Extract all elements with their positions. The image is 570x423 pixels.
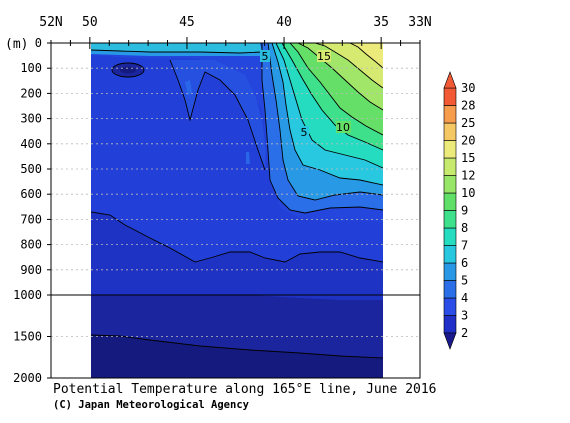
colorbar-swatch	[443, 245, 457, 264]
contour-cold-core	[111, 62, 145, 78]
colorbar-swatch	[443, 105, 457, 124]
colorbar-swatch	[443, 315, 457, 334]
patch-4-5-c	[246, 152, 250, 164]
y-tick-label: 400	[20, 137, 42, 151]
x-axis: 52N 50 45 40 35 33N	[39, 15, 432, 49]
y-tick-label: 2000	[13, 371, 42, 385]
band-surface-warm	[350, 43, 383, 68]
colorbar-label: 2	[461, 326, 468, 340]
surface-strip	[91, 43, 262, 53]
patch-4-5-a	[170, 60, 266, 170]
colorbar-label: 28	[461, 99, 475, 113]
temperature-field	[91, 43, 383, 378]
colorbar-swatch	[443, 210, 457, 229]
contour-label-5-top: 5	[262, 50, 269, 63]
x-tick-label: 52N	[39, 15, 62, 30]
y-tick-label: 300	[20, 112, 42, 126]
chart-credit: (C) Japan Meteorological Agency	[53, 399, 250, 411]
colorbar-swatch	[443, 140, 457, 159]
colorbar-label: 8	[461, 221, 468, 235]
y-tick-label: 600	[20, 187, 42, 201]
y-axis: 100 200 300 400 500 600 700 800 900 1000 1500 2000 0	[13, 36, 51, 385]
y-tick-label: 900	[20, 263, 42, 277]
colorbar-label: 3	[461, 309, 468, 323]
contour-surface	[349, 43, 383, 69]
contour-surface-strip	[91, 49, 263, 54]
colorbar-label: 4	[461, 291, 468, 305]
colorbar-swatch	[443, 175, 457, 194]
y-tick-label: 1000	[13, 288, 42, 302]
gridlines	[51, 67, 420, 337]
colorbar-swatch	[443, 122, 457, 141]
colorbar-swatch	[443, 262, 457, 281]
colorbar-swatch	[443, 227, 457, 246]
colorbar-label: 30	[461, 81, 475, 95]
contour-7	[271, 43, 383, 186]
colorbar-label: 7	[461, 239, 468, 253]
contour-5	[261, 43, 383, 214]
patch-4-5-b	[185, 80, 192, 96]
y-unit-label: (m)	[5, 37, 28, 52]
colorbar-label: 15	[461, 151, 475, 165]
colorbar-swatch	[443, 157, 457, 176]
colorbar-swatch	[443, 280, 457, 299]
contour-9	[281, 43, 383, 151]
colorbar-swatch	[443, 87, 457, 106]
contour-label-group: 5 15 5 10	[260, 50, 351, 139]
colorbar-label: 6	[461, 256, 468, 270]
contour-label-10: 10	[336, 121, 350, 134]
contour-lines	[91, 43, 383, 359]
y-tick-label: 0	[35, 36, 42, 50]
x-tick-label: 35	[373, 15, 389, 30]
contour-3	[91, 334, 383, 359]
x-tick-label: 40	[276, 15, 292, 30]
chart-title: Potential Temperature along 165°E line, …	[53, 382, 437, 397]
y-tick-label: 500	[20, 162, 42, 176]
x-tick-label: 33N	[408, 15, 431, 30]
y-tick-label: 700	[20, 212, 42, 226]
colorbar-label: 25	[461, 116, 475, 130]
colorbar-swatch	[443, 192, 457, 211]
colorbar: 2 3 4 5 6 7 8 9 10 12 15 20 25 28 30	[443, 71, 475, 350]
y-tick-label: 800	[20, 238, 42, 252]
y-tick-label: 200	[20, 86, 42, 100]
colorbar-label: 5	[461, 274, 468, 288]
contour-label-15: 15	[317, 50, 331, 63]
colorbar-label: 12	[461, 169, 475, 183]
contour-15	[314, 43, 383, 89]
x-tick-label: 45	[179, 15, 195, 30]
colorbar-high-arrow	[443, 71, 457, 89]
x-tick-label: 50	[82, 15, 98, 30]
plot-frame	[50, 42, 421, 379]
colorbar-label: 10	[461, 186, 475, 200]
contour-6	[267, 43, 383, 201]
colorbar-label: 20	[461, 134, 475, 148]
contour-label-5-mid: 5	[301, 126, 308, 139]
contour-12	[297, 43, 383, 111]
contour-10	[289, 43, 383, 136]
colorbar-label: 9	[461, 204, 468, 218]
colorbar-low-arrow	[443, 332, 457, 350]
y-tick-label: 100	[20, 61, 42, 75]
contour-4	[91, 211, 383, 263]
cold-core-inner	[120, 66, 136, 74]
y-tick-label: 1500	[13, 330, 42, 344]
colorbar-swatch	[443, 297, 457, 316]
